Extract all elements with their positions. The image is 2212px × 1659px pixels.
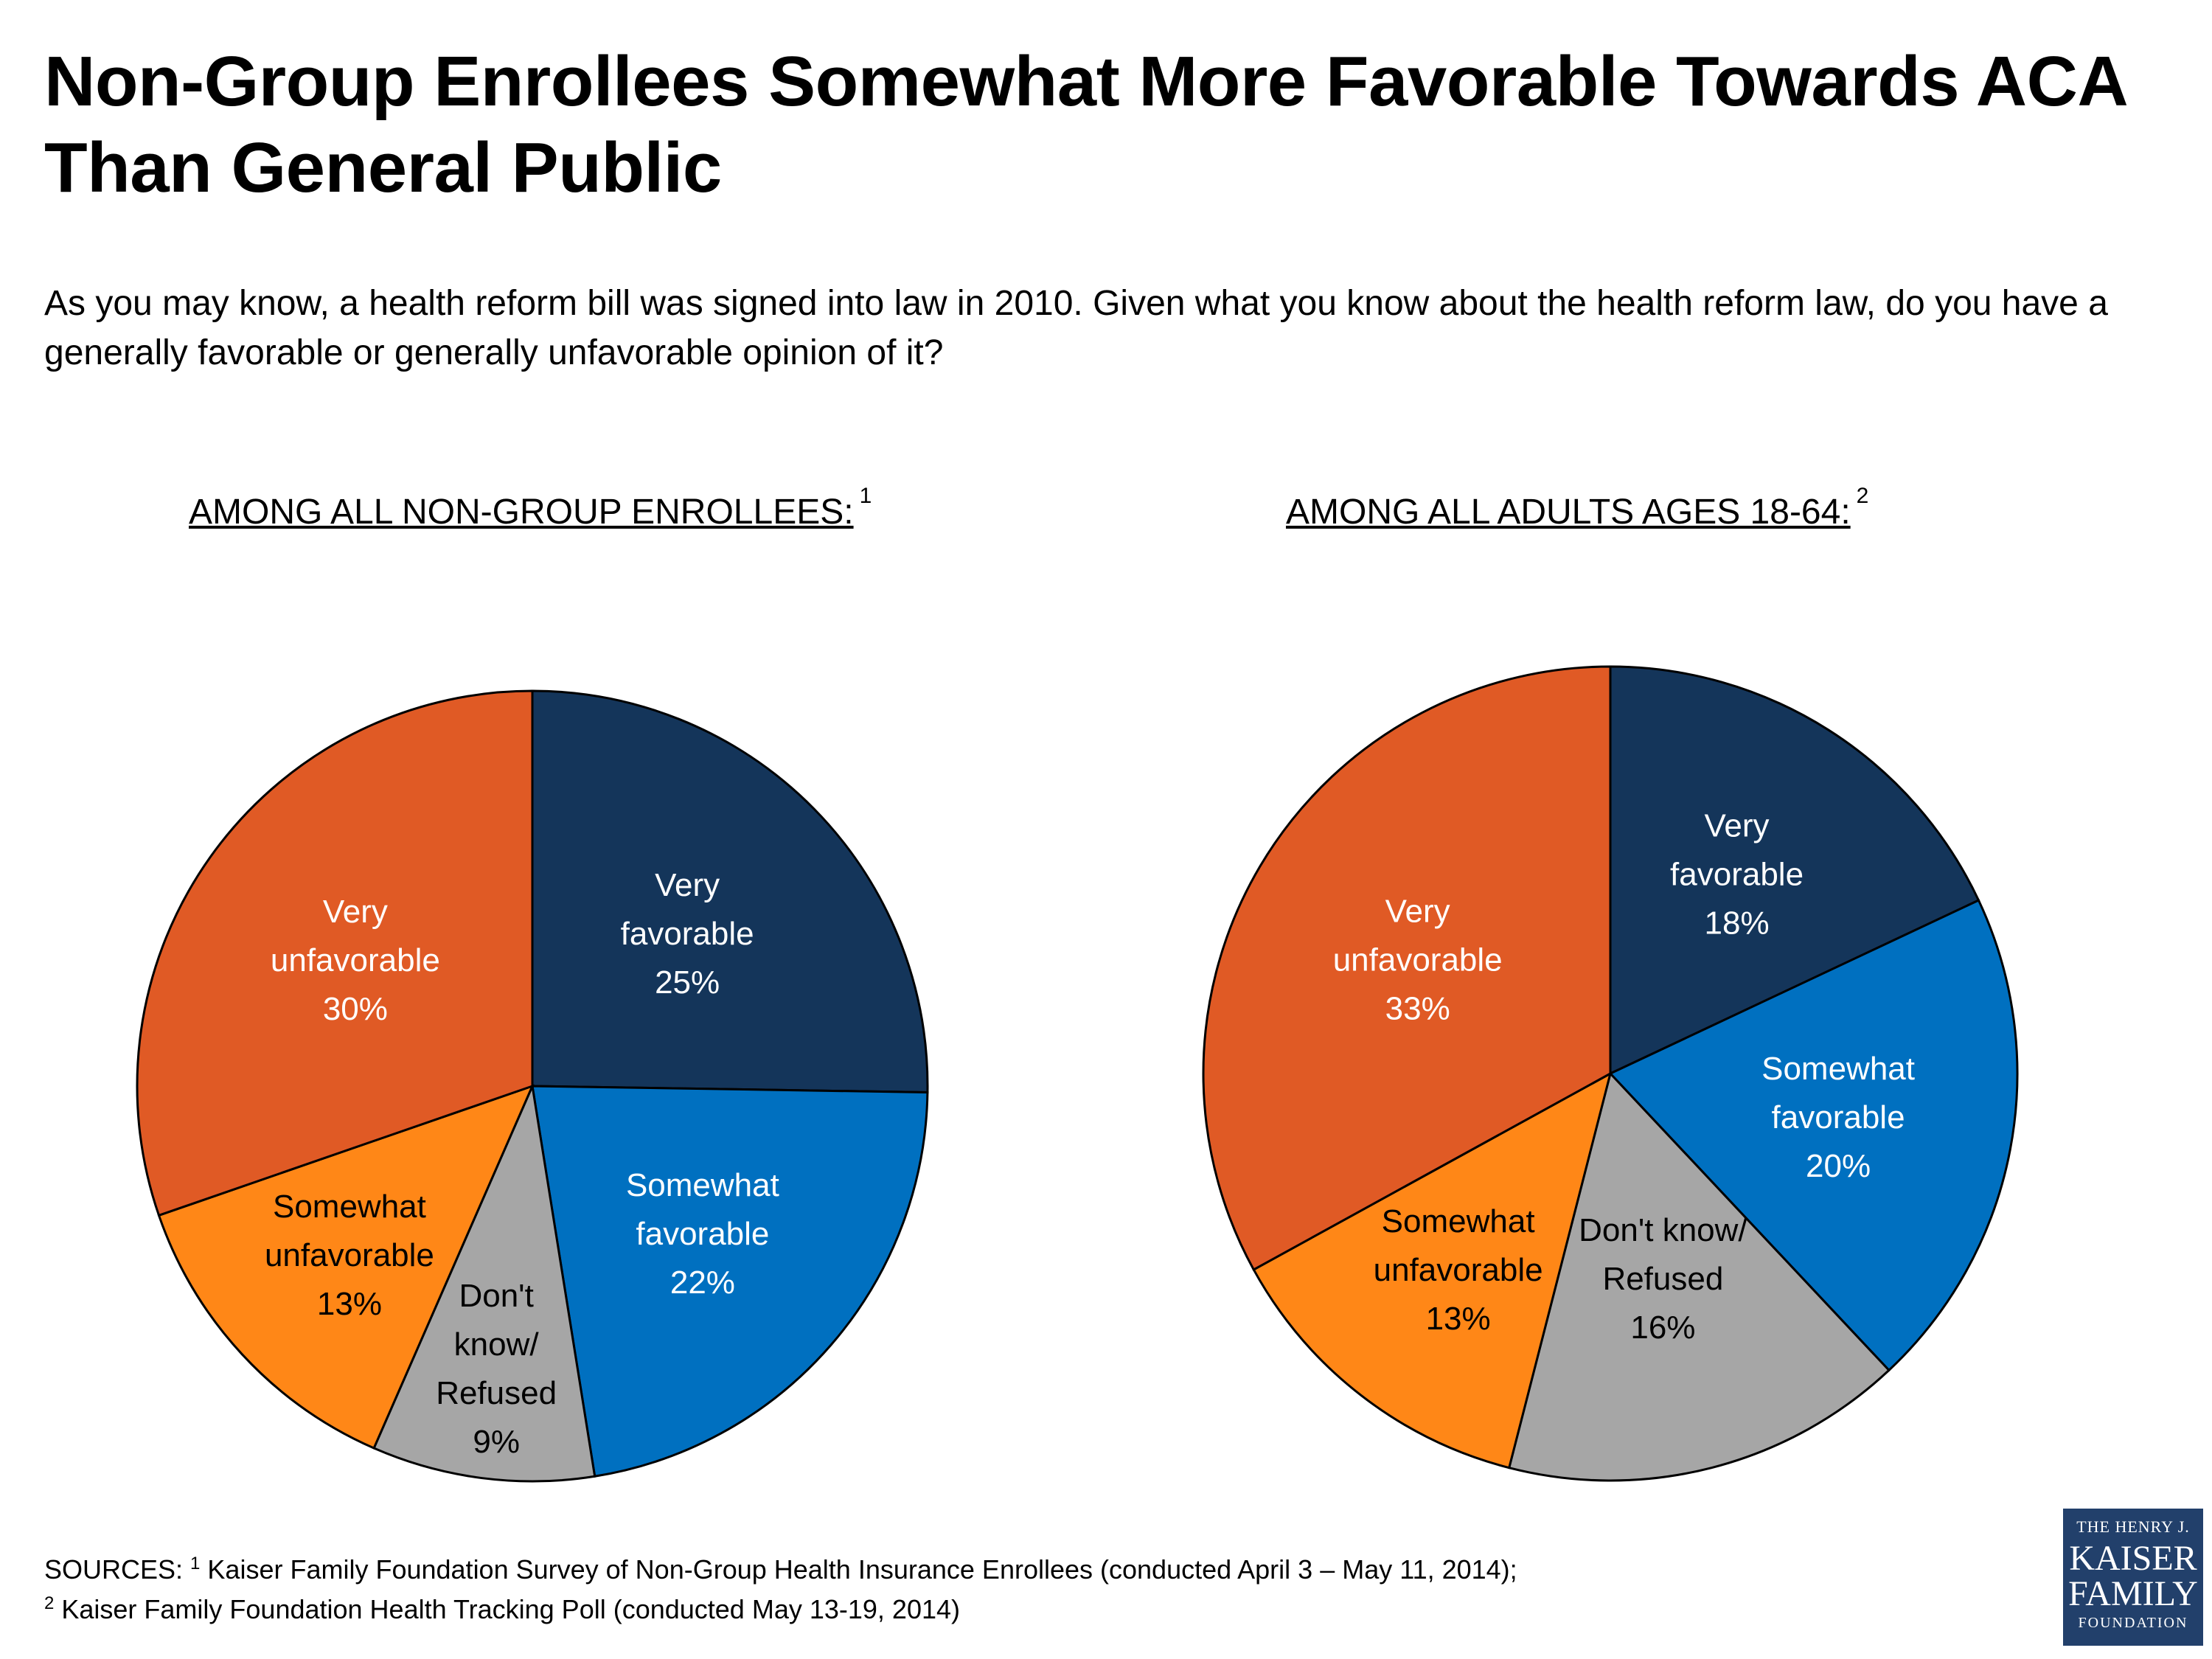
slice-label-somewhat-favorable: Somewhat favorable 20%	[1761, 1051, 1915, 1184]
footnote-marker: 2	[44, 1593, 55, 1613]
pie-slice-somewhat-favorable	[531, 1085, 929, 1478]
slice-label-somewhat-favorable: Somewhat favorable 22%	[626, 1167, 779, 1301]
pie-slice-somewhat-favorable	[1608, 898, 2019, 1372]
chart-heading-enrollees: AMONG ALL NON-GROUP ENROLLEES: 1	[189, 484, 872, 532]
survey-question: As you may know, a health reform bill wa…	[44, 284, 2108, 373]
pie-slice-very-favorable	[531, 689, 929, 1094]
pie-slice-dont-know-refused	[372, 1082, 597, 1483]
footnote-marker: 1	[859, 484, 872, 508]
pie-slice-very-unfavorable	[1202, 665, 1612, 1271]
slice-label-very-favorable: Very favorable 18%	[1670, 808, 1804, 942]
chart-heading-text: AMONG ALL NON-GROUP ENROLLEES:	[189, 493, 854, 532]
slice-label-very-unfavorable: Very unfavorable 33%	[1333, 893, 1503, 1026]
chart-heading-text: AMONG ALL ADULTS AGES 18-64:	[1286, 493, 1851, 532]
slice-label-somewhat-unfavorable: Somewhat unfavorable 13%	[1374, 1203, 1543, 1337]
source-line-1: SOURCES: 1 Kaiser Family Foundation Surv…	[44, 1554, 1517, 1585]
slice-label-dont-know-refused: Don't know/Refused 9%	[436, 1278, 557, 1460]
page-title: Non-Group Enrollees Somewhat More Favora…	[44, 42, 2126, 208]
pie-chart-2: Very favorable 18% Somewhat favorable 20%Don'…	[1202, 665, 2019, 1482]
pie-slice-very-unfavorable	[136, 689, 534, 1217]
slice-label-very-favorable: Very favorable 25%	[621, 867, 754, 1001]
slice-label-dont-know-refused: Don't know/Refused 16%	[1579, 1212, 1747, 1346]
pie-slice-dont-know-refused	[1507, 1071, 1891, 1482]
pie-chart-1: Very favorable 25% Somewhat favorable 22% Don'…	[136, 689, 929, 1483]
pie-slice-very-favorable	[1609, 665, 1980, 1076]
chart-heading-adults: AMONG ALL ADULTS AGES 18-64: 2	[1286, 484, 1868, 532]
source-line-2: 2 Kaiser Family Foundation Health Tracki…	[44, 1593, 960, 1624]
slice-label-somewhat-unfavorable: Somewhat unfavorable 13%	[265, 1189, 434, 1322]
footnote-marker: 2	[1856, 484, 1869, 508]
footnote-marker: 1	[190, 1554, 201, 1573]
slice-label-very-unfavorable: Very unfavorable 30%	[271, 894, 440, 1027]
pie-slice-somewhat-unfavorable	[1252, 1071, 1613, 1470]
kaiser-family-foundation-logo: THE HENRY J. KAISER FAMILY FOUNDATION	[2063, 1509, 2203, 1646]
pie-slice-somewhat-unfavorable	[157, 1084, 535, 1450]
sources-note: SOURCES: 1 Kaiser Family Foundation Surv…	[44, 1550, 2035, 1630]
